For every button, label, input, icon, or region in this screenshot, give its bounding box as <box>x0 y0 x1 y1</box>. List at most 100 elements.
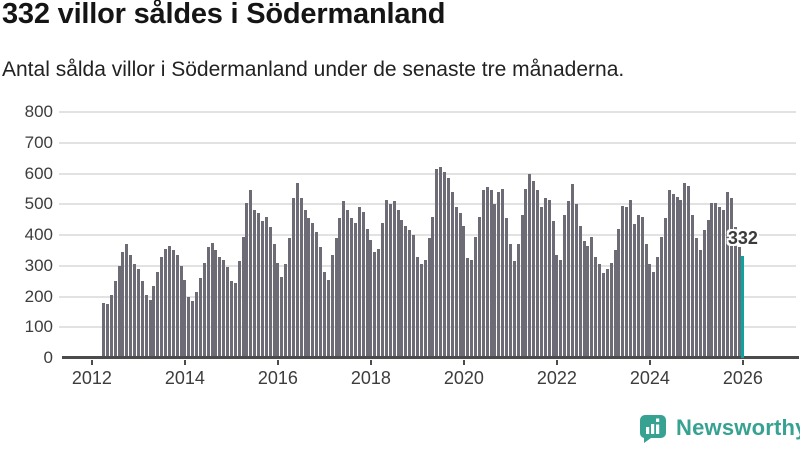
bar <box>582 241 586 358</box>
bar <box>485 187 489 358</box>
gridline <box>59 172 796 175</box>
bar <box>342 201 346 358</box>
x-axis-tick <box>741 360 744 365</box>
bar <box>706 219 710 358</box>
bar <box>384 199 388 358</box>
bar <box>470 259 474 358</box>
bar <box>439 167 443 358</box>
x-axis-tick-label: 2012 <box>71 368 112 388</box>
bar <box>295 182 299 358</box>
bar <box>129 255 133 358</box>
bar <box>237 261 241 358</box>
y-axis-tick-label: 200 <box>24 286 53 306</box>
bar <box>338 218 342 358</box>
bar <box>636 215 640 358</box>
bar <box>431 216 435 358</box>
chart-subtitle: Antal sålda villor i Södermanland under … <box>2 58 625 81</box>
bar <box>206 247 210 358</box>
bar <box>598 264 601 358</box>
bar <box>191 301 195 358</box>
bar <box>605 268 609 358</box>
x-axis-tick <box>462 360 465 365</box>
x-axis-tick-label: 2026 <box>722 368 763 388</box>
bar <box>392 201 396 358</box>
newsworthy-logo[interactable]: Newsworthy <box>639 413 800 443</box>
bar <box>497 191 501 358</box>
chart-title: 332 villor såldes i Södermanland <box>2 0 446 30</box>
bar <box>303 210 307 358</box>
bar <box>539 207 543 358</box>
bar <box>373 251 377 358</box>
bar <box>257 213 260 358</box>
bar <box>694 238 698 358</box>
bar <box>400 219 404 358</box>
bar <box>117 265 121 358</box>
bar <box>144 294 148 358</box>
bar <box>322 271 326 358</box>
bar <box>136 268 140 358</box>
bar <box>586 245 590 358</box>
bar <box>675 196 679 358</box>
bar <box>179 265 183 358</box>
bar <box>454 207 458 358</box>
bar <box>652 271 656 358</box>
bar <box>315 231 319 358</box>
bar <box>346 210 350 358</box>
bar <box>160 256 164 358</box>
bar <box>198 278 202 358</box>
bar <box>412 235 415 358</box>
bar <box>477 216 481 358</box>
x-axis-tick-label: 2014 <box>164 368 205 388</box>
bar <box>377 248 381 358</box>
bar <box>245 202 249 358</box>
bar <box>284 264 288 358</box>
gridline <box>59 141 796 144</box>
bar <box>570 184 574 358</box>
bar <box>288 238 291 358</box>
x-axis-tick-label: 2018 <box>350 368 391 388</box>
bar <box>508 244 512 358</box>
bar <box>671 193 675 358</box>
bar <box>656 256 660 358</box>
bar <box>183 279 187 358</box>
bar <box>512 261 516 358</box>
bar <box>272 244 276 358</box>
bar <box>528 173 532 358</box>
bar <box>698 250 702 358</box>
bar <box>601 273 605 358</box>
bar <box>729 198 733 358</box>
bar <box>679 199 683 358</box>
bar <box>532 181 536 358</box>
bar <box>210 242 214 358</box>
x-axis-tick-label: 2020 <box>443 368 484 388</box>
bar <box>450 191 454 358</box>
bar <box>404 225 408 358</box>
x-axis-tick <box>90 360 93 365</box>
bar <box>481 190 485 358</box>
bar <box>319 247 322 358</box>
bar <box>357 207 361 358</box>
plot-area: 0 100 200 300 400 500 600 700 800 2012 2014 2016 201… <box>25 102 799 388</box>
bar <box>466 258 470 358</box>
bar <box>474 236 477 358</box>
bar <box>516 244 520 358</box>
bar <box>435 168 439 358</box>
bar <box>687 185 691 358</box>
bar <box>121 251 125 358</box>
highlight-value-label: 332 <box>727 227 758 248</box>
x-axis-tick <box>276 360 279 365</box>
y-axis-tick-label: 100 <box>24 317 53 337</box>
gridline <box>59 203 796 206</box>
bar <box>222 259 226 358</box>
bar <box>109 294 113 358</box>
bar <box>462 225 466 358</box>
bar <box>264 216 268 358</box>
bar <box>446 178 450 358</box>
y-axis-tick-label: 700 <box>24 132 53 152</box>
bar <box>660 236 663 358</box>
bar <box>702 230 706 358</box>
bar <box>718 207 722 358</box>
bar <box>737 247 741 358</box>
bar <box>714 202 718 358</box>
y-axis-tick-label: 300 <box>24 255 53 275</box>
